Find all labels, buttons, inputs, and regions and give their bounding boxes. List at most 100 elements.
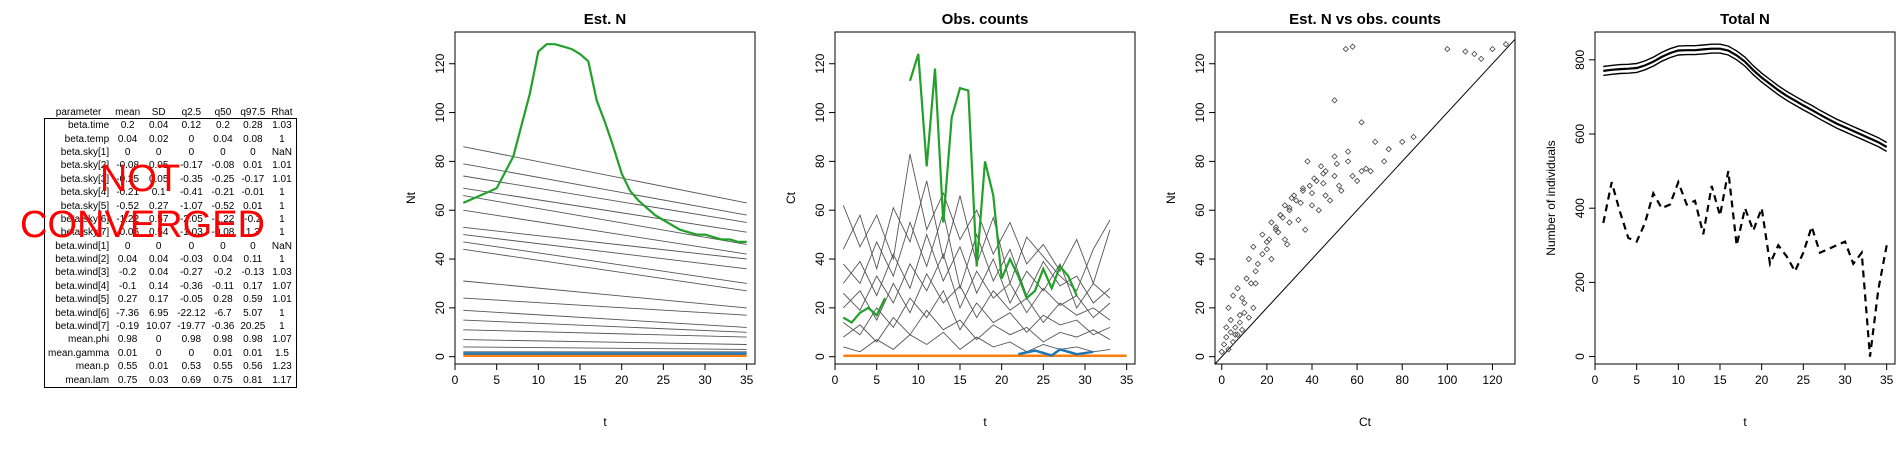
parameter-name-cell: beta.sky[6] — [60, 213, 110, 225]
x-tick-label: 10 — [532, 373, 546, 387]
scatter-point — [1286, 207, 1293, 214]
table-row: mean.lam 0.75 0.03 0.69 0.75 0.81 1.17 — [45, 373, 296, 386]
table-cell: 1 — [279, 133, 285, 145]
scatter-point — [1410, 133, 1417, 141]
y-axis-label: Nt — [404, 191, 418, 204]
x-tick-label: 120 — [1482, 373, 1502, 387]
table-row: beta.sky[6] -1.22 0.57 -2.05 -1.22 -0.2 1 — [45, 213, 296, 226]
parameter-name-cell: beta.wind[1] — [55, 240, 110, 252]
y-tick-label: 0 — [1573, 353, 1587, 360]
chart-title: Est. N — [584, 11, 627, 28]
plot-area — [1602, 43, 1888, 357]
scatter-point — [1284, 241, 1291, 248]
scatter-point — [1227, 329, 1234, 336]
scatter-point — [1306, 182, 1313, 189]
scatter-point — [1218, 348, 1225, 355]
table-cell: 0.04 — [148, 267, 169, 279]
background-series-line — [463, 248, 747, 292]
table-cell: 0.59 — [243, 294, 263, 306]
table-cell: 0.75 — [213, 374, 233, 386]
table-cell: -0.25 — [116, 173, 140, 185]
scatter-point — [1317, 163, 1325, 170]
table-cell: -1.22 — [116, 213, 140, 225]
x-tick-label: 5 — [493, 373, 500, 387]
table-row: beta.wind[4] -0.1 0.14 -0.36 -0.11 0.17 1.07 — [45, 280, 296, 293]
x-tick-label: 25 — [1797, 373, 1811, 387]
scatter-point — [1220, 341, 1228, 348]
table-cell: 1.01 — [272, 160, 292, 172]
y-tick-label: 120 — [813, 53, 827, 73]
table-cell: -0.2 — [244, 213, 262, 225]
x-tick-label: 30 — [1078, 373, 1092, 387]
table-cell: 0 — [188, 240, 195, 252]
table-cell: 0.02 — [148, 133, 169, 145]
highlight-series-line — [462, 43, 747, 243]
scatter-point — [1236, 319, 1243, 326]
scatter-point — [1342, 45, 1349, 53]
table-cell: 0.11 — [243, 254, 263, 266]
table-row: beta.wind[3] -0.2 0.04 -0.27 -0.2 -0.13 1.03 — [45, 266, 296, 279]
column-header: q50 — [214, 107, 232, 118]
table-cell: 0.55 — [117, 361, 138, 373]
scatter-point — [1254, 260, 1262, 268]
summary-table-body: beta.time 0.2 0.04 0.12 0.2 0.28 1.03 beta.temp… — [44, 118, 297, 388]
scatter-point — [1358, 119, 1365, 126]
x-axis-label: t — [983, 415, 987, 429]
scatter-point — [1281, 202, 1289, 209]
table-cell: 0.05 — [148, 160, 169, 172]
table-cell: 0.08 — [243, 133, 263, 145]
summary-table: parameter mean SD q2.5 q50 q97.5 Rhat beta.tim… — [44, 106, 297, 388]
background-series-line — [463, 234, 747, 270]
table-cell: -1.22 — [211, 213, 235, 225]
parameter-name-cell: beta.wind[5] — [55, 294, 110, 306]
table-cell: -19.77 — [177, 321, 206, 333]
background-series-line — [463, 280, 747, 309]
y-tick-label: 20 — [813, 301, 827, 315]
x-tick-label: 20 — [1260, 373, 1274, 387]
scatter-point — [1299, 185, 1307, 192]
scatter-point — [1299, 187, 1307, 194]
x-tick-label: 35 — [740, 373, 754, 387]
scatter-point — [1252, 280, 1259, 287]
table-cell: -0.17 — [179, 160, 203, 172]
table-cell: 0.04 — [213, 254, 233, 266]
x-tick-label: 15 — [1713, 373, 1727, 387]
bottom-series-line — [1018, 348, 1094, 357]
table-row: beta.sky[5] -0.52 0.27 -1.07 -0.52 0.01 1 — [45, 199, 296, 212]
parameter-name-cell: mean.gamma — [48, 347, 110, 359]
table-cell: 1 — [279, 254, 285, 266]
plot-frame — [1594, 31, 1896, 365]
x-tick-label: 25 — [1037, 373, 1051, 387]
table-row: beta.sky[4] -0.21 0.1 -0.41 -0.21 -0.01 1 — [45, 186, 296, 199]
x-tick-label: 20 — [995, 373, 1009, 387]
y-axis-label: Nt — [1164, 191, 1178, 204]
x-tick-label: 15 — [573, 373, 587, 387]
scatter-point — [1268, 219, 1275, 226]
table-cell: 5.07 — [243, 307, 263, 319]
y-tick-label: 80 — [1193, 154, 1207, 168]
table-cell: 1 — [279, 227, 285, 239]
y-tick-label: 0 — [813, 353, 827, 360]
table-cell: 6.95 — [148, 307, 169, 319]
table-cell: -22.12 — [177, 307, 206, 319]
x-tick-label: 80 — [1396, 373, 1410, 387]
background-series-line — [842, 210, 1111, 304]
scatter-point — [1225, 346, 1232, 353]
x-tick-label: 0 — [1218, 373, 1225, 387]
table-cell: 0.53 — [181, 361, 202, 373]
table-cell: 0.04 — [148, 120, 169, 132]
table-row: beta.temp 0.04 0.02 0 0.04 0.08 1 — [45, 132, 296, 145]
y-tick-label: 40 — [433, 252, 447, 266]
background-series-line — [463, 346, 747, 350]
x-tick-label: 60 — [1350, 373, 1364, 387]
panel-est-n: Est. N 0 5 10 15 20 25 30 35 0 20 40 60 80 100 120 t Nt — [404, 11, 756, 429]
scatter-point — [1308, 189, 1316, 197]
table-row: beta.wind[6] -7.36 6.95 -22.12 -6.7 5.07 1 — [45, 306, 296, 319]
table-cell: 1.07 — [272, 334, 292, 346]
parameter-name-cell: mean.p — [75, 361, 110, 373]
parameter-name-cell: mean.phi — [68, 334, 110, 346]
table-cell: -0.17 — [241, 173, 265, 185]
scatter-point — [1243, 275, 1250, 282]
table-cell: 1.07 — [272, 280, 292, 292]
y-tick-label: 60 — [1193, 203, 1207, 217]
